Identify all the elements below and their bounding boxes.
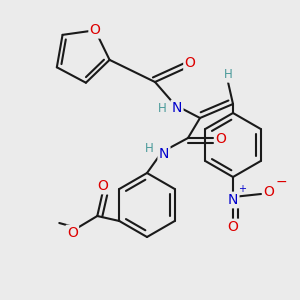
Text: H: H [224, 68, 232, 82]
Text: N: N [172, 101, 182, 115]
Text: O: O [184, 56, 195, 70]
Text: O: O [67, 226, 78, 240]
Text: O: O [97, 179, 108, 193]
Text: O: O [228, 220, 238, 234]
Text: O: O [216, 132, 226, 146]
Text: H: H [158, 101, 166, 115]
Text: −: − [275, 175, 287, 189]
Text: O: O [264, 185, 274, 199]
Text: H: H [145, 142, 153, 155]
Text: O: O [90, 23, 101, 37]
Text: +: + [238, 184, 246, 194]
Text: N: N [159, 147, 169, 161]
Text: N: N [228, 193, 238, 207]
